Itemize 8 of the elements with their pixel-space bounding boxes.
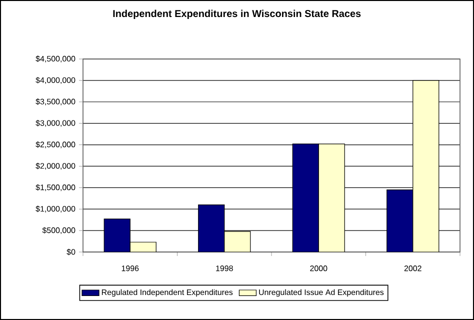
bar bbox=[386, 190, 414, 252]
bar bbox=[224, 231, 251, 252]
bar bbox=[412, 80, 440, 252]
bar bbox=[292, 144, 319, 252]
bar bbox=[198, 204, 225, 252]
bar bbox=[104, 218, 130, 252]
chart-title: Independent Expenditures in Wisconsin State Races bbox=[113, 10, 361, 20]
bar bbox=[318, 144, 345, 252]
